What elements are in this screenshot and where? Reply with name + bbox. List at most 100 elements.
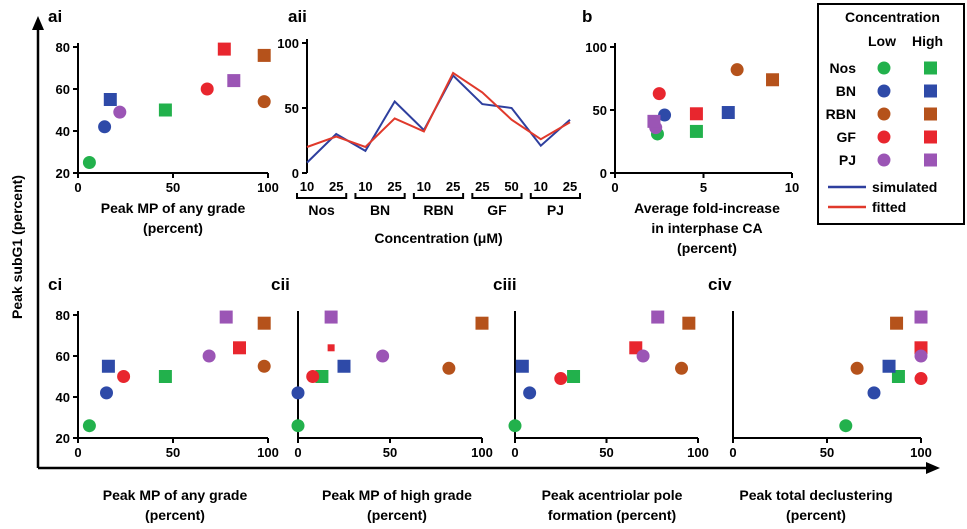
- legend-circle-bn: [877, 84, 891, 98]
- point-pj-high: [914, 310, 928, 324]
- point-pj-high: [324, 310, 338, 324]
- point-bn-low: [867, 386, 881, 400]
- x-tick-label-ai: 100: [257, 180, 279, 195]
- point-bn-high: [515, 359, 529, 373]
- x-tick-label-civ: 100: [910, 445, 932, 460]
- category-tick-label: 25: [387, 179, 401, 194]
- y-tick-label-ci: 60: [56, 349, 70, 364]
- x-tick-label-cii: 100: [471, 445, 493, 460]
- point-gf-low: [117, 370, 131, 383]
- panel-label-ai: ai: [48, 7, 62, 26]
- point-nos-high: [891, 370, 905, 383]
- category-tick-label: 25: [446, 179, 460, 194]
- point-rbn-high: [766, 73, 780, 87]
- point-bn-high: [103, 93, 117, 106]
- y-tick-label-aii: 100: [277, 36, 299, 51]
- point-rbn-low: [257, 359, 271, 373]
- legend-circle-rbn: [877, 107, 891, 121]
- point-nos-high: [567, 370, 581, 383]
- point-rbn-low: [675, 361, 689, 375]
- global-x-arrowhead: [926, 462, 940, 474]
- x-tick-label-civ: 0: [729, 445, 736, 460]
- panel-cii: cii 0 50 100 Peak MP of high grade (percent): [271, 275, 493, 523]
- point-rbn-low: [850, 361, 864, 375]
- panel-aii: aii 0 50 100 10 25 10 25 10 25 25 50 10 25 Nos BN RBN GF P…: [277, 7, 581, 246]
- point-nos-high: [158, 370, 172, 383]
- y-tick-label-aii: 50: [285, 101, 299, 116]
- y-tick-label-ai: 20: [56, 166, 70, 181]
- point-pj-high: [647, 114, 661, 128]
- y-tick-label-ci: 80: [56, 308, 70, 323]
- point-nos-high: [315, 370, 329, 383]
- x-axis-label-civ: (percent): [786, 507, 846, 523]
- point-gf-low: [306, 370, 320, 383]
- point-nos-high: [689, 124, 703, 138]
- y-tick-label-aii: 0: [292, 166, 299, 181]
- panel-ci: ci 0 50 100 20 40 60 80 Peak MP of any grade (per…: [48, 275, 279, 523]
- x-axis-label-cii: (percent): [367, 507, 427, 523]
- point-rbn-low: [730, 63, 744, 77]
- point-bn-high: [337, 359, 351, 373]
- x-axis-label-ci: Peak MP of any grade: [103, 487, 248, 503]
- legend-circle-pj: [877, 153, 891, 167]
- panel-label-aii: aii: [288, 7, 307, 26]
- legend-col-high: High: [912, 33, 943, 49]
- category-tick-label: 25: [329, 179, 343, 194]
- series-line-fitted: [306, 71, 571, 149]
- point-pj-low: [914, 349, 928, 363]
- panel-label-b: b: [582, 7, 592, 26]
- x-tick-label-ciii: 0: [511, 445, 518, 460]
- x-axis-label-civ: Peak total declustering: [739, 487, 892, 503]
- legend: Concentration Low High Nos BN RBN GF PJ simu…: [817, 3, 965, 225]
- x-tick-label-b: 0: [611, 180, 618, 195]
- y-tick-label-b: 100: [585, 40, 607, 55]
- point-nos-low: [82, 419, 96, 433]
- point-gf-high: [217, 42, 231, 56]
- point-gf-low: [652, 87, 666, 101]
- point-nos-low: [508, 419, 522, 433]
- panel-ciii: ciii 0 50 100 Peak acentriolar pole formation…: [493, 275, 709, 523]
- point-rbn-low: [257, 95, 271, 109]
- x-tick-label-ciii: 50: [599, 445, 613, 460]
- point-rbn-low: [442, 361, 456, 375]
- legend-line-label-simulated: simulated: [872, 179, 937, 195]
- point-pj-low: [636, 349, 650, 363]
- panel-civ: civ 0 50 100 Peak total declustering (percent…: [708, 275, 932, 523]
- category-tick-label: 10: [534, 179, 548, 194]
- point-bn-low: [100, 386, 113, 400]
- x-axis-label-b: Average fold-increase: [634, 200, 780, 216]
- x-tick-label-b: 10: [785, 180, 799, 195]
- group-bracket-nos: [296, 193, 348, 199]
- x-tick-label-civ: 50: [820, 445, 834, 460]
- x-axis-label-ciii: Peak acentriolar pole: [542, 487, 683, 503]
- x-axis-label-ciii: formation (percent): [548, 507, 676, 523]
- y-tick-label-ai: 60: [56, 82, 70, 97]
- group-label-nos: Nos: [308, 202, 335, 218]
- point-pj-high: [651, 310, 665, 324]
- group-label-rbn: RBN: [423, 202, 453, 218]
- legend-label-pj: PJ: [839, 152, 856, 168]
- point-pj-high: [219, 310, 233, 324]
- x-tick-label-ci: 0: [74, 445, 81, 460]
- legend-square-bn: [924, 84, 937, 98]
- legend-title: Concentration: [845, 9, 940, 25]
- global-y-label: Peak subG1 (percent): [9, 175, 25, 319]
- group-label-pj: PJ: [547, 202, 564, 218]
- group-bracket-bn: [354, 193, 406, 199]
- point-bn-low: [523, 386, 537, 400]
- x-tick-label-b: 5: [700, 180, 707, 195]
- legend-circle-gf: [877, 130, 891, 144]
- point-nos-low: [291, 419, 305, 433]
- point-pj-low: [113, 105, 127, 119]
- y-tick-label-b: 0: [600, 166, 607, 181]
- point-bn-high: [882, 359, 896, 373]
- legend-square-rbn: [924, 107, 937, 121]
- panel-label-cii: cii: [271, 275, 290, 294]
- y-tick-label-ai: 40: [56, 124, 70, 139]
- point-nos-low: [839, 419, 853, 433]
- legend-label-gf: GF: [837, 129, 857, 145]
- x-axis-label-b: (percent): [677, 240, 737, 256]
- point-nos-high: [158, 103, 172, 117]
